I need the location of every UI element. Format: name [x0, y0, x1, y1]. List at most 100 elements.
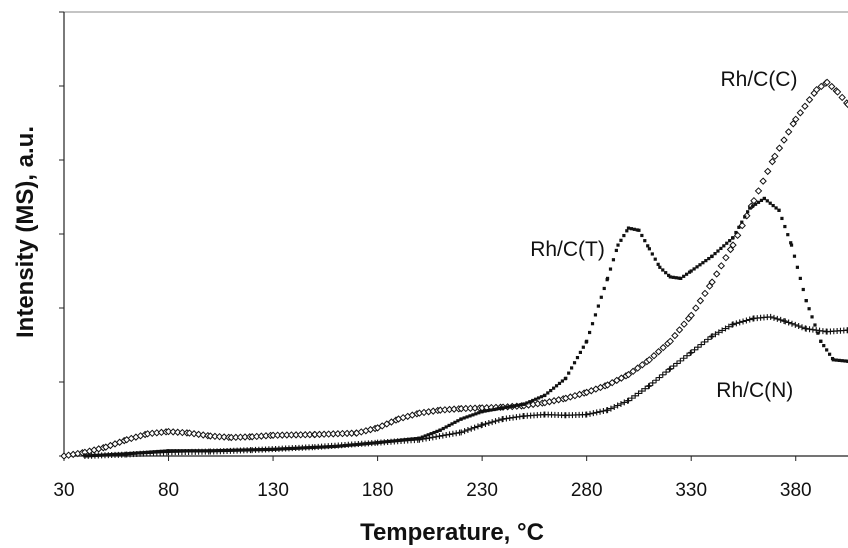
- data-point: [211, 432, 219, 441]
- data-point: [796, 109, 805, 117]
- data-point: [679, 276, 683, 280]
- data-point: [767, 313, 774, 320]
- data-point: [795, 265, 800, 269]
- series-label: Rh/C(T): [530, 238, 605, 261]
- data-point: [743, 317, 750, 324]
- data-point: [801, 287, 805, 292]
- data-point: [689, 269, 693, 273]
- data-point: [624, 370, 633, 379]
- data-point: [495, 417, 502, 424]
- data-point: [570, 366, 574, 370]
- data-point: [621, 399, 628, 406]
- data-point: [486, 408, 490, 413]
- data-point: [770, 314, 777, 321]
- data-point: [725, 241, 729, 245]
- data-point: [807, 307, 811, 311]
- data-point: [596, 304, 600, 308]
- data-point: [160, 449, 164, 453]
- data-point: [625, 397, 632, 404]
- data-point: [688, 349, 695, 356]
- data-point: [833, 88, 842, 96]
- data-point: [729, 241, 737, 249]
- data-point: [181, 449, 185, 453]
- data-point: [768, 201, 772, 205]
- data-point: [677, 357, 684, 364]
- data-point: [823, 78, 831, 87]
- data-point: [617, 374, 626, 382]
- data-point: [632, 392, 639, 399]
- data-point: [408, 437, 412, 441]
- data-point: [525, 401, 529, 405]
- data-point: [701, 338, 708, 345]
- data-point: [696, 297, 705, 305]
- data-point: [740, 318, 747, 325]
- data-point: [516, 403, 520, 407]
- data-point: [788, 320, 795, 327]
- data-point: [604, 407, 611, 414]
- data-point: [734, 230, 738, 235]
- data-point: [608, 267, 613, 271]
- data-point: [658, 265, 662, 269]
- data-point: [712, 270, 721, 278]
- data-point: [217, 449, 221, 453]
- data-point: [768, 157, 777, 166]
- data-point: [804, 299, 808, 303]
- data-point: [474, 412, 478, 416]
- data-point: [629, 227, 634, 231]
- data-point: [619, 238, 623, 242]
- data-point: [474, 423, 481, 430]
- data-point: [671, 331, 679, 340]
- data-point: [647, 247, 651, 251]
- data-point: [845, 327, 848, 334]
- data-point: [423, 434, 427, 438]
- data-point: [673, 360, 680, 367]
- data-point: [480, 410, 484, 414]
- data-point: [785, 319, 792, 326]
- data-point: [468, 414, 472, 418]
- data-point: [438, 428, 442, 432]
- data-point: [728, 239, 732, 243]
- data-point: [701, 289, 709, 298]
- data-point: [792, 321, 799, 328]
- data-point: [759, 177, 767, 185]
- data-point: [498, 406, 502, 411]
- data-point: [436, 433, 443, 440]
- data-point: [671, 275, 675, 279]
- data-point: [654, 347, 663, 356]
- data-point: [799, 324, 806, 331]
- data-point: [715, 329, 722, 336]
- data-point: [717, 262, 726, 270]
- data-point: [635, 390, 642, 397]
- data-point: [805, 96, 814, 104]
- data-point: [775, 144, 784, 152]
- data-point: [692, 304, 700, 312]
- data-point: [552, 386, 556, 390]
- data-point: [157, 449, 161, 454]
- x-tick-labels: 30 80 130 180 230 280 330 380: [53, 480, 811, 501]
- data-point: [206, 432, 215, 440]
- data-point: [118, 452, 122, 456]
- data-point: [687, 350, 694, 357]
- data-point: [684, 352, 691, 359]
- data-point: [513, 404, 517, 408]
- data-point: [750, 196, 758, 205]
- data-point: [637, 228, 641, 232]
- data-point: [178, 428, 187, 437]
- data-point: [453, 430, 460, 437]
- data-point: [444, 425, 448, 429]
- data-point: [441, 426, 445, 431]
- data-point: [708, 333, 715, 340]
- data-point: [599, 295, 603, 299]
- data-point: [603, 381, 612, 389]
- data-point: [471, 424, 478, 431]
- data-point: [774, 315, 781, 322]
- data-point: [666, 366, 673, 373]
- data-point: [426, 434, 433, 441]
- series-rh-c-c-: [60, 78, 848, 460]
- x-tick-label: 230: [466, 480, 498, 501]
- data-point: [429, 432, 433, 436]
- data-point: [716, 249, 720, 253]
- data-point: [597, 408, 604, 415]
- data-point: [614, 402, 621, 409]
- data-point: [653, 257, 657, 261]
